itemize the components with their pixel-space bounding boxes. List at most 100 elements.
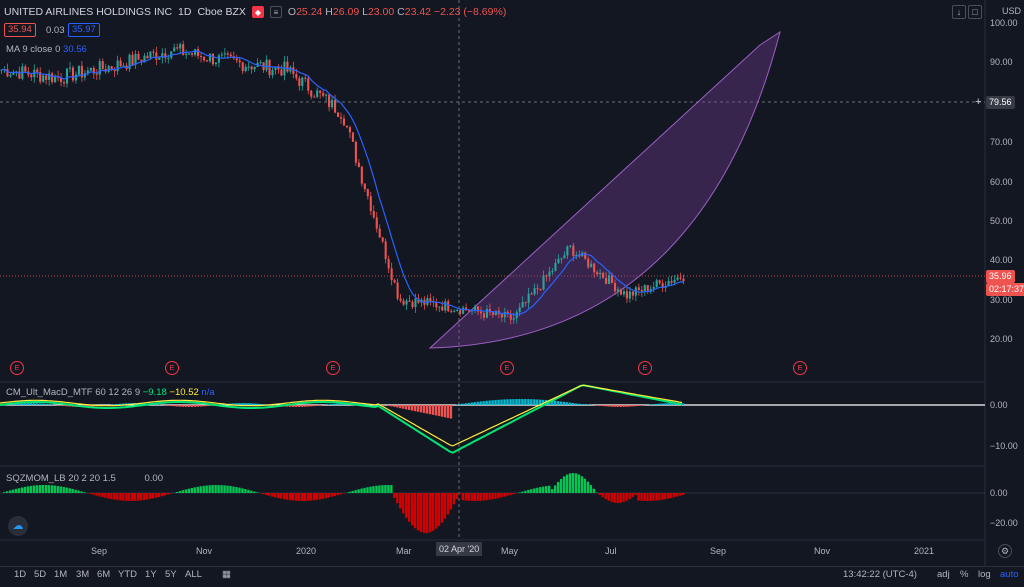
candle-body xyxy=(336,112,340,118)
macd-hist-bar xyxy=(571,402,575,405)
candle-body xyxy=(286,61,289,72)
macd-hist-bar xyxy=(610,405,613,407)
arc-drawing[interactable] xyxy=(428,30,781,349)
candle-body xyxy=(646,285,649,292)
interval-label[interactable]: 1D xyxy=(178,6,192,18)
sqz-hist-bar xyxy=(381,485,384,493)
macd-hist-bar xyxy=(491,400,494,405)
sqz-hist-bar xyxy=(199,486,202,493)
macd-hist-bar xyxy=(262,404,265,405)
sqz-hist-bar xyxy=(208,485,211,493)
sqz-hist-bar xyxy=(342,493,345,494)
last-price-tag: 35.96 xyxy=(986,270,1015,283)
timeframe-6m[interactable]: 6M xyxy=(97,569,111,580)
macd-hist-bar xyxy=(14,403,18,405)
macd-hist-bar xyxy=(416,405,420,412)
earnings-badge[interactable]: E xyxy=(326,361,340,375)
compare-icon[interactable]: ≡ xyxy=(269,6,282,18)
candle-body xyxy=(208,53,212,62)
crosshair-price-tag: 79.56 xyxy=(986,96,1015,109)
plus-icon[interactable]: + xyxy=(975,96,982,108)
candle-body xyxy=(563,255,566,259)
sqz-hist-bar xyxy=(256,492,259,493)
calendar-icon[interactable]: ▦ xyxy=(222,569,231,580)
candle-body xyxy=(456,309,459,311)
high-label: H xyxy=(325,6,333,18)
macd-hist-bar xyxy=(622,405,625,407)
earnings-badge[interactable]: E xyxy=(165,361,179,375)
arrow-down-icon[interactable]: ↓ xyxy=(952,5,966,19)
timeframe-5d[interactable]: 5D xyxy=(34,569,47,580)
macd-hist-bar xyxy=(360,403,363,405)
sqz-hist-bar xyxy=(294,493,298,501)
sqz-hist-bar xyxy=(527,489,530,493)
buy-button[interactable]: 35.97 xyxy=(68,23,100,37)
fullscreen-icon[interactable]: □ xyxy=(968,5,982,19)
sqz-hist-bar xyxy=(458,493,462,494)
adj-toggle[interactable]: adj xyxy=(937,569,950,580)
log-toggle[interactable]: log xyxy=(978,569,991,580)
sqz-hist-bar xyxy=(369,486,372,493)
candle-body xyxy=(304,77,307,79)
macd-hist-bar xyxy=(333,403,336,405)
flag-icon[interactable]: ◆ xyxy=(251,6,264,18)
candle-body xyxy=(536,288,539,290)
macd-hist-bar xyxy=(568,402,572,405)
sqz-hist-bar xyxy=(521,491,524,493)
sqz-hist-bar xyxy=(553,485,557,493)
auto-toggle[interactable]: auto xyxy=(1000,569,1019,580)
sqz-hist-bar xyxy=(562,476,566,493)
sqz-hist-bar xyxy=(682,493,685,495)
candle-body xyxy=(313,96,316,98)
sqz-hist-bar xyxy=(396,493,399,504)
macd-hist-bar xyxy=(631,405,634,407)
timeframe-all[interactable]: ALL xyxy=(185,569,202,580)
sqz-legend[interactable]: SQZMOM_LB 20 2 20 1.5 0.00 xyxy=(6,473,163,484)
candle-body xyxy=(429,298,432,302)
sqz-hist-bar xyxy=(65,487,68,493)
candle-body xyxy=(226,53,229,55)
clock-label[interactable]: 13:42:22 (UTC-4) xyxy=(843,569,917,580)
earnings-badge[interactable]: E xyxy=(638,361,652,375)
tradingview-logo-icon[interactable]: ☁ xyxy=(8,516,28,536)
macd-hist-bar xyxy=(625,405,628,407)
macd-hist-bar xyxy=(26,403,30,405)
sqz-hist-bar xyxy=(625,493,628,501)
timeframe-5y[interactable]: 5Y xyxy=(165,569,177,580)
candle-body xyxy=(60,77,63,83)
earnings-badge[interactable]: E xyxy=(793,361,807,375)
macd-hist-bar xyxy=(274,405,277,406)
sqz-hist-bar xyxy=(211,485,214,493)
sell-button[interactable]: 35.94 xyxy=(4,23,36,37)
candle-body xyxy=(54,76,57,83)
ma-legend[interactable]: MA 9 close 0 30.56 xyxy=(6,44,87,55)
earnings-badge[interactable]: E xyxy=(500,361,514,375)
timeframe-3m[interactable]: 3M xyxy=(76,569,90,580)
timeframe-1y[interactable]: 1Y xyxy=(145,569,157,580)
macd-hist-bar xyxy=(387,405,390,406)
symbol-title[interactable]: UNITED AIRLINES HOLDINGS INC xyxy=(4,6,173,18)
timeframe-1d[interactable]: 1D xyxy=(14,569,27,580)
candle-body xyxy=(101,61,104,70)
sqz-hist-bar xyxy=(137,493,140,501)
macd-hist-bar xyxy=(476,401,479,405)
macd-hist-bar xyxy=(178,405,182,407)
percent-toggle[interactable]: % xyxy=(960,569,969,580)
candle-body xyxy=(545,275,548,277)
sqz-hist-bar xyxy=(333,493,336,497)
macd-legend[interactable]: CM_Ult_MacD_MTF 60 12 26 9 −9.18 −10.52 … xyxy=(6,387,215,398)
macd-hist-bar xyxy=(253,403,256,405)
candle-body xyxy=(48,73,51,80)
macd-hist-bar xyxy=(315,405,319,406)
earnings-badge[interactable]: E xyxy=(10,361,24,375)
sqz-hist-bar xyxy=(196,486,199,493)
timeframe-1m[interactable]: 1M xyxy=(54,569,68,580)
timeframe-ytd[interactable]: YTD xyxy=(118,569,137,580)
macd-hist-bar xyxy=(309,405,313,407)
sqz-hist-bar xyxy=(83,492,86,493)
sqz-hist-bar xyxy=(134,493,137,501)
macd-hist-bar xyxy=(607,405,610,407)
settings-gear-icon[interactable]: ⚙ xyxy=(998,544,1012,558)
low-label: L xyxy=(362,6,368,18)
